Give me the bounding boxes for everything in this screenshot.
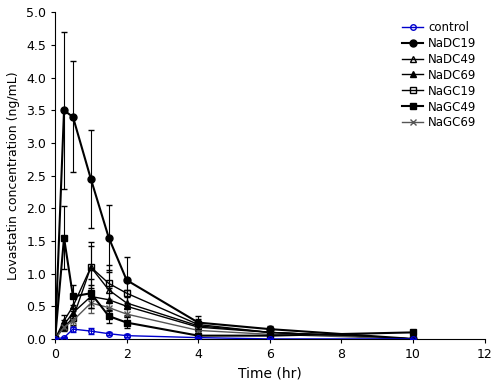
Y-axis label: Lovastatin concentration (ng/mL): Lovastatin concentration (ng/mL) <box>8 71 20 280</box>
Legend: control, NaDC19, NaDC49, NaDC69, NaGC19, NaGC49, NaGC69: control, NaDC19, NaDC49, NaDC69, NaGC19,… <box>400 18 478 132</box>
X-axis label: Time (hr): Time (hr) <box>238 367 302 381</box>
